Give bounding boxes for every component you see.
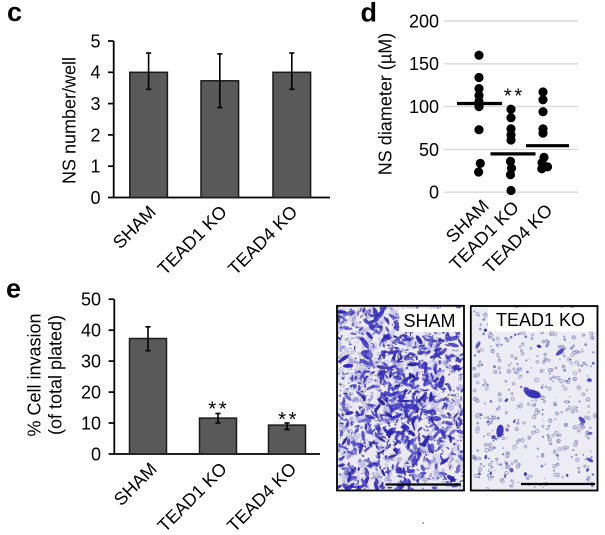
svg-text:c: c [7,0,22,27]
svg-text:150: 150 [409,54,439,74]
svg-text:NS diameter (µM): NS diameter (µM) [376,33,396,175]
svg-text:200: 200 [409,11,439,31]
svg-text:0: 0 [91,444,101,464]
svg-text:NS number/well: NS number/well [60,57,80,184]
svg-text:10: 10 [81,413,101,433]
svg-text:50: 50 [81,290,101,310]
svg-text:50: 50 [419,140,439,160]
svg-text:3: 3 [90,94,100,114]
svg-text:d: d [361,0,378,27]
svg-text:% Cell invasion: % Cell invasion [25,313,45,436]
svg-text:2: 2 [90,125,100,145]
svg-text:0: 0 [429,183,439,203]
svg-text:e: e [6,273,21,303]
svg-text:100: 100 [409,97,439,117]
svg-text:40: 40 [81,321,101,341]
svg-text:TEAD1 KO: TEAD1 KO [496,310,585,330]
svg-text:1: 1 [90,157,100,177]
svg-text:5: 5 [90,31,100,51]
svg-text:(of total plated): (of total plated) [46,315,66,435]
svg-text:4: 4 [90,63,100,83]
svg-text:30: 30 [81,352,101,372]
svg-text:SHAM: SHAM [404,311,456,331]
svg-text:0: 0 [90,188,100,208]
svg-text:20: 20 [81,383,101,403]
